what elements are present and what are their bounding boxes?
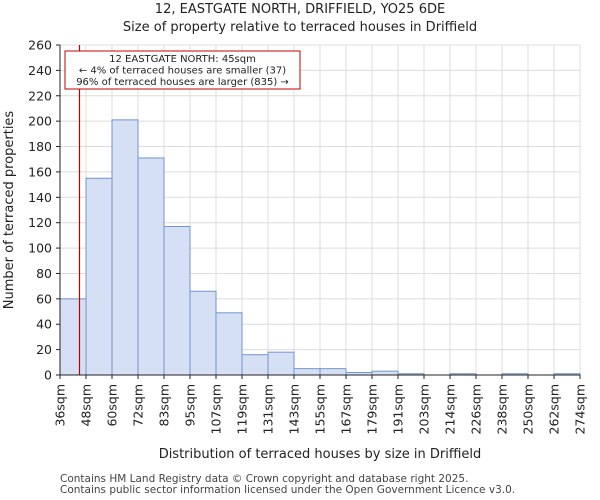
chart-title: 12, EASTGATE NORTH, DRIFFIELD, YO25 6DE: [154, 2, 446, 17]
y-tick-label-180: 180: [28, 139, 52, 154]
axes: 0 20 40 60 80 100 120 140 160 180 200 220 240 260 36sq…: [2, 38, 588, 463]
y-tick-label-40: 40: [36, 317, 52, 332]
annotation-line-3: 96% of terraced houses are larger (835) …: [76, 77, 289, 88]
x-tick-label-83sqm: 83sqm: [157, 384, 172, 427]
bar-48sqm: [85, 177, 113, 376]
y-tick-label-100: 100: [28, 241, 52, 256]
y-axis-title: Number of terraced properties: [2, 111, 17, 310]
x-tick-label-238sqm: 238sqm: [495, 384, 510, 434]
bar-143sqm: [293, 368, 321, 376]
y-tick-label-120: 120: [28, 215, 52, 230]
bars: [59, 119, 581, 376]
y-tick-label-200: 200: [28, 114, 52, 129]
annotation-line-1: 12 EASTGATE NORTH: 45sqm: [109, 54, 256, 65]
bar-107sqm: [215, 312, 243, 376]
x-tick-label-203sqm: 203sqm: [417, 384, 432, 434]
bar-95sqm: [189, 290, 217, 376]
x-tick-label-36sqm: 36sqm: [53, 384, 68, 427]
gridlines: [59, 44, 581, 376]
x-tick-label-191sqm: 191sqm: [391, 384, 406, 434]
bar-179sqm: [371, 370, 399, 376]
footer-line-1: Contains HM Land Registry data © Crown c…: [60, 473, 469, 485]
x-axis-title: Distribution of terraced houses by size …: [159, 447, 482, 462]
x-tick-label-72sqm: 72sqm: [131, 384, 146, 427]
x-tick-label-48sqm: 48sqm: [79, 384, 94, 427]
x-tick-label-167sqm: 167sqm: [339, 384, 354, 434]
bar-60sqm: [111, 119, 139, 376]
annotation-box: [64, 50, 301, 90]
bar-131sqm: [267, 351, 295, 376]
bar-155sqm: [319, 368, 347, 376]
y-tick-label-80: 80: [36, 266, 52, 281]
x-tick-label-214sqm: 214sqm: [443, 384, 458, 434]
footer-line-2: Contains public sector information licen…: [60, 484, 516, 496]
y-tick-label-0: 0: [44, 368, 52, 383]
y-tick-label-240: 240: [28, 63, 52, 78]
y-tick-label-20: 20: [36, 342, 52, 357]
x-tick-label-119sqm: 119sqm: [235, 384, 250, 434]
y-tick-label-220: 220: [28, 88, 52, 103]
bar-83sqm: [163, 226, 191, 376]
x-tick-label-155sqm: 155sqm: [313, 384, 328, 434]
x-tick-label-250sqm: 250sqm: [521, 384, 536, 434]
chart-subtitle: Size of property relative to terraced ho…: [122, 20, 478, 35]
x-tick-label-60sqm: 60sqm: [105, 384, 120, 427]
bar-36sqm: [59, 298, 87, 376]
bar-72sqm: [137, 157, 165, 376]
annotation-line-2: ← 4% of terraced houses are smaller (37): [79, 66, 286, 77]
x-tick-label-131sqm: 131sqm: [261, 384, 276, 434]
x-tick-label-107sqm: 107sqm: [209, 384, 224, 434]
x-tick-label-179sqm: 179sqm: [365, 384, 380, 434]
x-tick-label-95sqm: 95sqm: [183, 384, 198, 427]
x-tick-label-143sqm: 143sqm: [287, 384, 302, 434]
bar-119sqm: [241, 354, 269, 376]
x-tick-label-226sqm: 226sqm: [469, 384, 484, 434]
annotation: 12 EASTGATE NORTH: 45sqm← 4% of terraced…: [64, 45, 301, 375]
y-tick-label-140: 140: [28, 190, 52, 205]
y-tick-label-60: 60: [36, 291, 52, 306]
y-tick-label-160: 160: [28, 164, 52, 179]
x-tick-label-262sqm: 262sqm: [547, 384, 562, 434]
y-tick-label-260: 260: [28, 38, 52, 53]
x-tick-label-274sqm: 274sqm: [573, 384, 588, 434]
